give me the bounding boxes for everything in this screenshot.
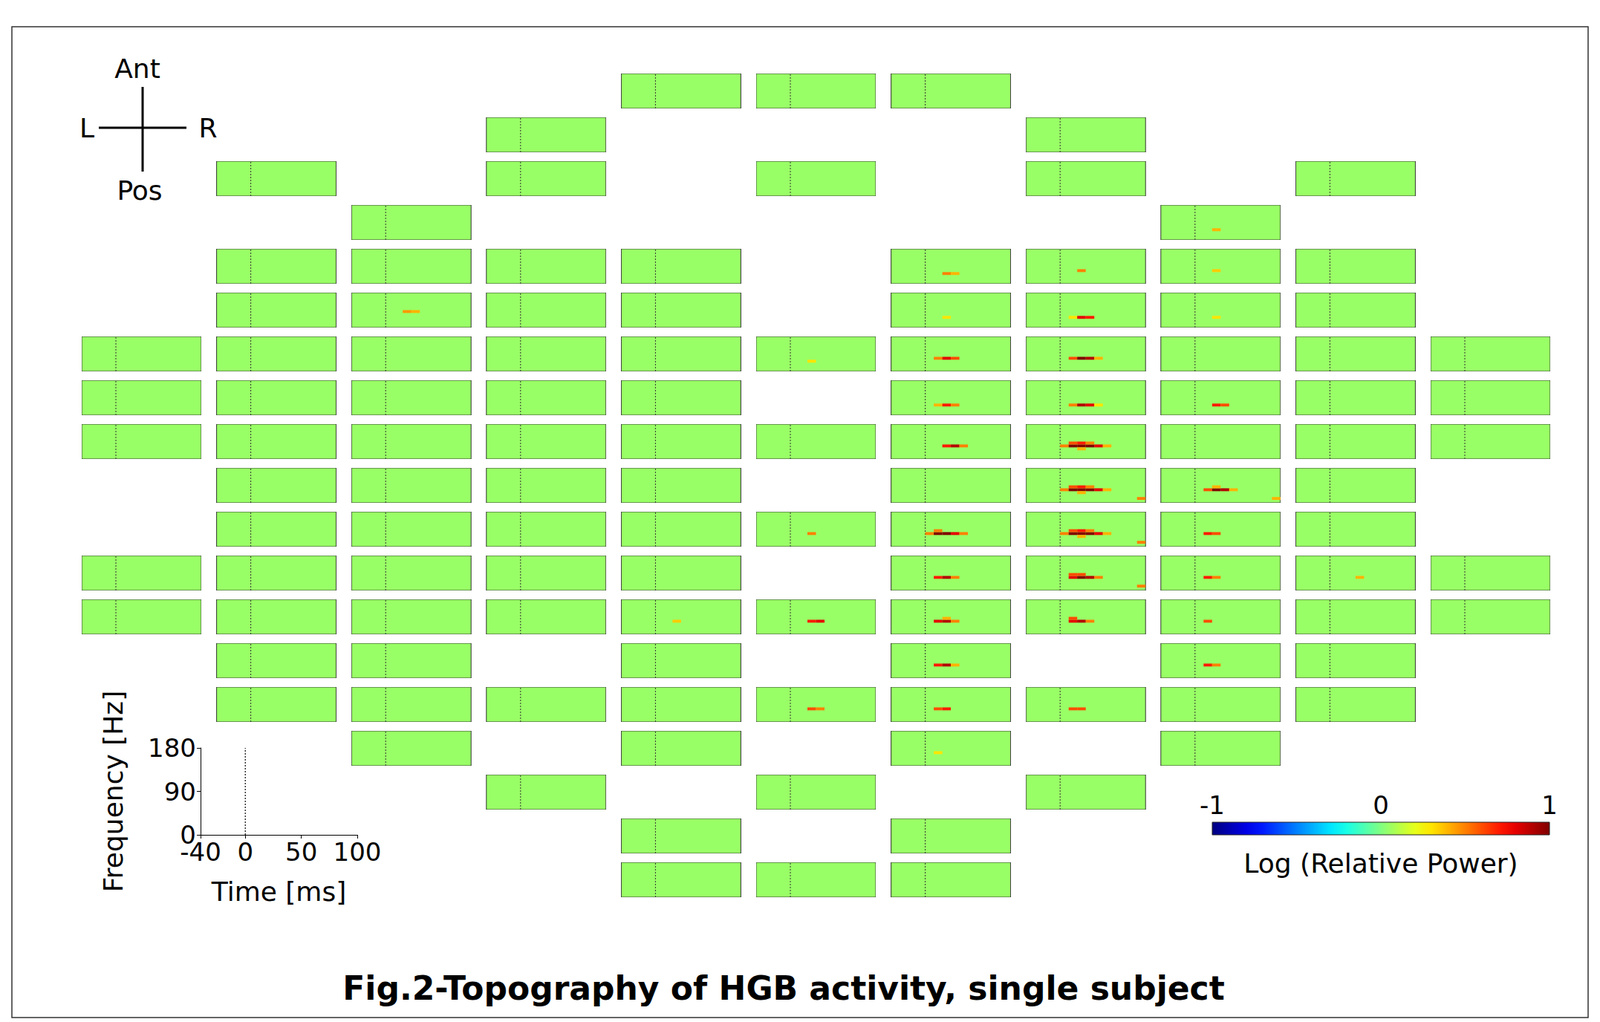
svg-text:0: 0 <box>236 837 254 867</box>
svg-text:Frequency [Hz]: Frequency [Hz] <box>98 690 129 893</box>
svg-text:0: 0 <box>1372 790 1390 821</box>
svg-text:50: 50 <box>285 837 318 867</box>
svg-text:-40: -40 <box>179 837 222 867</box>
svg-text:R: R <box>198 112 217 144</box>
svg-text:0: 0 <box>180 820 197 850</box>
svg-text:100: 100 <box>333 837 382 867</box>
svg-text:Ant: Ant <box>114 53 161 84</box>
svg-text:-1: -1 <box>1199 790 1225 821</box>
svg-text:Log (Relative Power): Log (Relative Power) <box>1243 848 1518 879</box>
svg-text:1: 1 <box>1541 790 1558 821</box>
svg-text:Pos: Pos <box>116 175 162 206</box>
svg-text:Time [ms]: Time [ms] <box>210 876 347 907</box>
svg-text:180: 180 <box>147 733 197 763</box>
svg-text:Fig.2-Topography of HGB activi: Fig.2-Topography of HGB activity, single… <box>342 969 1225 1008</box>
svg-text:L: L <box>79 112 95 144</box>
svg-text:90: 90 <box>164 776 197 807</box>
